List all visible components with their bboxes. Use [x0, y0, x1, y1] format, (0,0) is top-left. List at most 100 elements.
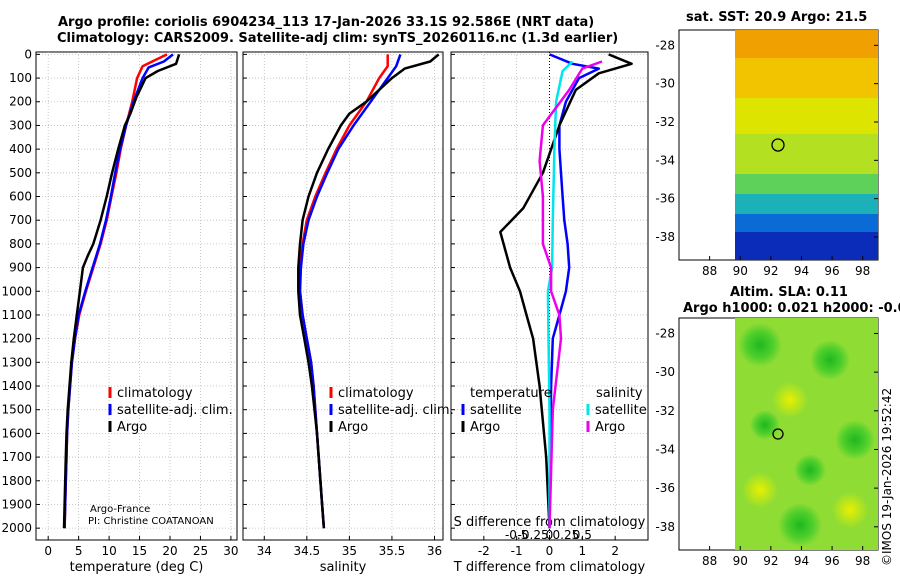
x-tick-label: 35 — [342, 544, 357, 558]
series-t-satellite — [548, 53, 601, 529]
x-axis-label: salinity — [320, 560, 367, 575]
s-tick-label: 0.5 — [573, 528, 592, 542]
salinity-panel: 34 34.5 35 35.5 36 salinity — [242, 51, 444, 575]
diff-legend: temperature salinity satellite Argo sate… — [461, 386, 647, 435]
legend-ssat-label: satellite — [595, 403, 647, 418]
sst-band — [735, 98, 878, 134]
s-tick-label: -0.25 — [518, 528, 549, 542]
x-tick-label: 2 — [611, 544, 619, 558]
lon-tick-label: 94 — [794, 554, 809, 568]
sst-band — [735, 30, 878, 58]
sst-band — [735, 134, 878, 174]
x-tick-label: 15 — [132, 544, 147, 558]
legend-targo-label: Argo — [470, 420, 500, 435]
x-axis-label: temperature (deg C) — [70, 560, 204, 575]
sst-map-title: sat. SST: 20.9 Argo: 21.5 — [686, 10, 868, 25]
lat-tick-label: -32 — [655, 404, 675, 418]
lon-tick-label: 98 — [855, 264, 870, 278]
sst-band — [735, 174, 878, 194]
depth-tick-label: 100 — [9, 71, 32, 85]
sla-map-title-line1: Altim. SLA: 0.11 — [730, 285, 848, 300]
depth-tick-label: 400 — [9, 142, 32, 156]
depth-tick-label: 1200 — [1, 332, 32, 346]
lat-tick-label: -34 — [655, 442, 675, 456]
s-tick-label: 0 — [546, 528, 554, 542]
sla-blob — [738, 323, 782, 367]
sst-band — [735, 194, 878, 214]
x-tick-label: 0 — [546, 544, 554, 558]
argo-position-marker — [771, 138, 785, 152]
depth-tick-label: 1800 — [1, 474, 32, 488]
plot-frame — [35, 51, 238, 541]
sla-blob — [835, 420, 875, 460]
x-tick-label: 36 — [427, 544, 442, 558]
x-tick-label: 20 — [162, 544, 177, 558]
depth-tick-label: 700 — [9, 213, 32, 227]
lon-tick-label: 96 — [824, 554, 839, 568]
lon-tick-label: 88 — [702, 554, 717, 568]
depth-tick-label: 1900 — [1, 497, 32, 511]
plot-frame — [242, 51, 444, 541]
temp-legend: climatology satellite-adj. clim. Argo — [108, 386, 233, 435]
lon-tick-label: 96 — [824, 264, 839, 278]
x-axis-label: T difference from climatology — [453, 560, 646, 575]
sla-blob — [794, 454, 826, 486]
sla-blob — [832, 492, 868, 528]
credit-line1: Argo-France — [90, 504, 150, 515]
argo-position-marker — [772, 428, 784, 440]
lon-tick-label: 90 — [733, 264, 748, 278]
lon-tick-label: 98 — [855, 554, 870, 568]
sla-blob — [772, 382, 808, 418]
map-axes: -28 -30 -32 -34 -36 -38 88 90 92 94 96 98 — [655, 38, 878, 278]
depth-tick-label: 600 — [9, 190, 32, 204]
lon-tick-label: 92 — [763, 554, 778, 568]
depth-tick-label: 300 — [9, 118, 32, 132]
legend-temp-head: temperature — [470, 386, 552, 401]
lat-tick-label: -36 — [655, 192, 675, 206]
x-tick-label: 5 — [75, 544, 83, 558]
title-line2: Climatology: CARS2009. Satellite-adj cli… — [57, 31, 619, 46]
x-tick-label: 30 — [223, 544, 238, 558]
legend-sat-label: satellite-adj. clim. — [338, 403, 454, 418]
series-argo — [62, 54, 181, 529]
depth-tick-label: 2000 — [1, 521, 32, 535]
depth-tick-label: 1500 — [1, 403, 32, 417]
sla-blob — [778, 503, 822, 547]
x-tick-label: 34.5 — [293, 544, 320, 558]
lat-tick-label: -30 — [655, 77, 675, 91]
series-argo — [297, 53, 440, 529]
depth-tick-label: 500 — [9, 166, 32, 180]
lat-tick-label: -38 — [655, 520, 675, 534]
s-tick-label: -0.5 — [505, 528, 528, 542]
legend-clim-label: climatology — [117, 386, 193, 401]
depth-tick-label: 1100 — [1, 308, 32, 322]
depth-tick-label: 1300 — [1, 355, 32, 369]
lat-tick-label: -36 — [655, 481, 675, 495]
depth-tick-label: 800 — [9, 237, 32, 251]
depth-tick-label: 1600 — [1, 426, 32, 440]
legend-argo-label: Argo — [117, 420, 147, 435]
legend-argo-label: Argo — [338, 420, 368, 435]
depth-tick-label: 200 — [9, 95, 32, 109]
sla-blob — [742, 472, 778, 508]
lon-tick-label: 92 — [763, 264, 778, 278]
legend-sat-label: satellite-adj. clim. — [117, 403, 233, 418]
depth-tick-label: 1700 — [1, 450, 32, 464]
depth-tick-label: 1000 — [1, 284, 32, 298]
sst-band — [735, 214, 878, 232]
x-tick-label: 35.5 — [379, 544, 406, 558]
x-tick-label: 0 — [44, 544, 52, 558]
s-tick-label: 0.25 — [553, 528, 580, 542]
sst-band — [735, 58, 878, 98]
lat-tick-label: -28 — [655, 326, 675, 340]
sla-blob — [750, 410, 780, 440]
legend-sargo-label: Argo — [595, 420, 625, 435]
series-t-argo — [499, 53, 633, 529]
series-s-argo — [538, 60, 603, 529]
credit-line2: PI: Christine COATANOAN — [88, 516, 214, 527]
sla-blob — [810, 340, 850, 380]
temperature-panel: 0100200300400500600700800900100011001200… — [1, 47, 238, 575]
legend-clim-label: climatology — [338, 386, 414, 401]
